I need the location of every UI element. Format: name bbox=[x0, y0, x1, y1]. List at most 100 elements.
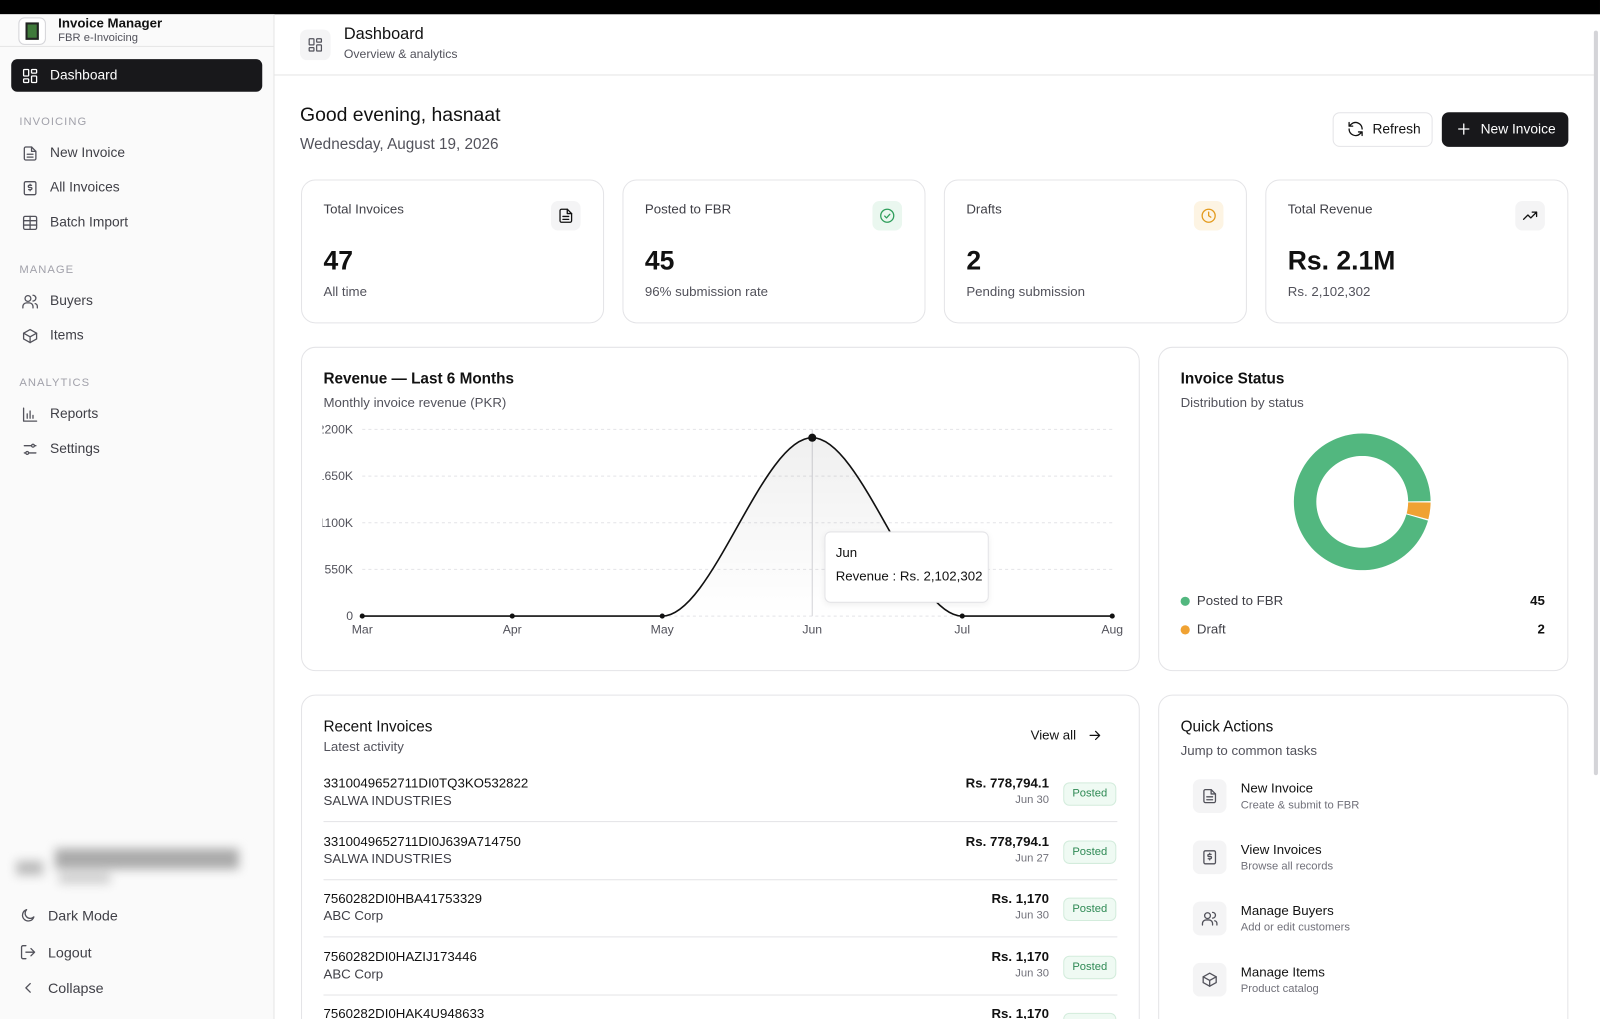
quick-item-subtitle: Product catalog bbox=[1240, 982, 1319, 995]
row-divider bbox=[323, 993, 1118, 996]
status-badge: Posted bbox=[1063, 955, 1117, 979]
invoice-buyer: SALWA INDUSTRIES bbox=[323, 850, 452, 866]
top-bar bbox=[0, 0, 1600, 15]
nav-icon bbox=[23, 146, 37, 161]
footer-item[interactable]: Dark Mode bbox=[47, 907, 118, 924]
quick-item-title: Manage Items bbox=[1240, 964, 1325, 980]
invoice-amount: Rs. 1,170 bbox=[991, 948, 1049, 964]
sidebar-divider bbox=[0, 45, 274, 47]
nav-item[interactable]: Buyers bbox=[49, 292, 93, 308]
app-subtitle: FBR e-Invoicing bbox=[58, 32, 139, 45]
stat-icon-box bbox=[1515, 200, 1545, 231]
header-icon bbox=[308, 38, 323, 52]
tooltip: Jun Revenue : Rs. 2,102,302 bbox=[824, 531, 989, 603]
stat-icon bbox=[880, 208, 895, 223]
scrollbar bbox=[1593, 30, 1598, 776]
header-divider bbox=[274, 74, 1596, 76]
invoice-buyer: SALWA INDUSTRIES bbox=[323, 792, 452, 809]
greeting-date: Wednesday, August 19, 2026 bbox=[299, 135, 499, 153]
invoice-buyer: ABC Corp bbox=[323, 908, 384, 924]
stat-value: 45 bbox=[644, 245, 675, 276]
invoice-id: 3310049652711DI0J639A714750 bbox=[323, 833, 521, 849]
footer-item[interactable]: Collapse bbox=[47, 979, 104, 997]
nav-item[interactable]: New Invoice bbox=[49, 144, 126, 161]
legend-dot bbox=[1180, 596, 1190, 606]
nav-icon bbox=[22, 407, 38, 422]
arrow-icon bbox=[1089, 730, 1101, 741]
logo-glyph bbox=[25, 22, 39, 40]
legend-label: Posted to FBR bbox=[1196, 592, 1284, 609]
footer-item[interactable]: Logout bbox=[47, 943, 92, 960]
quick-icon-box[interactable] bbox=[1192, 779, 1227, 813]
row-divider bbox=[323, 821, 1118, 823]
refresh-icon bbox=[1348, 121, 1363, 137]
nav-item[interactable]: Items bbox=[49, 327, 84, 343]
greeting: Good evening, hasnaat bbox=[299, 104, 501, 127]
nav-item[interactable]: Settings bbox=[49, 440, 100, 456]
stat-note: Rs. 2,102,302 bbox=[1287, 283, 1371, 300]
invoice-buyer: ABC Corp bbox=[323, 965, 384, 981]
page-title: Dashboard bbox=[343, 25, 424, 44]
quick-item-title: View Invoices bbox=[1240, 841, 1322, 858]
page-subtitle: Overview & analytics bbox=[343, 46, 458, 62]
quick-icon-box[interactable] bbox=[1192, 901, 1227, 936]
stat-note: Pending submission bbox=[966, 283, 1086, 300]
invoice-amount: Rs. 778,794.1 bbox=[965, 775, 1049, 791]
quick-icon bbox=[1203, 850, 1217, 865]
stat-label: Posted to FBR bbox=[644, 201, 732, 217]
invoice-date: Jun 30 bbox=[1015, 966, 1049, 980]
nav-item[interactable]: Reports bbox=[49, 405, 99, 422]
status-subtitle: Distribution by status bbox=[1180, 394, 1304, 411]
nav-active[interactable] bbox=[11, 59, 263, 92]
status-badge bbox=[1063, 1012, 1117, 1019]
invoice-id: 7560282DI0HAK4U948633 bbox=[323, 1005, 485, 1019]
legend-label: Draft bbox=[1196, 621, 1226, 637]
nav-icon bbox=[22, 215, 38, 231]
quick-item-subtitle: Browse all records bbox=[1240, 860, 1334, 873]
nav-item[interactable]: All Invoices bbox=[49, 179, 120, 195]
view-all[interactable]: View all bbox=[1030, 727, 1077, 743]
invoice-date: Jun 30 bbox=[1015, 909, 1049, 922]
stat-label: Total Revenue bbox=[1287, 201, 1373, 217]
invoice-date: Jun 30 bbox=[1015, 793, 1049, 807]
nav-icon bbox=[22, 294, 38, 309]
nav-icon bbox=[23, 443, 37, 456]
stat-value: Rs. 2.1M bbox=[1287, 245, 1396, 276]
footer-icon bbox=[20, 944, 36, 959]
quick-icon bbox=[1201, 911, 1218, 926]
footer-icon bbox=[21, 909, 35, 922]
nav-section-heading: ANALYTICS bbox=[19, 376, 91, 390]
invoice-id: 3310049652711DI0TQ3KO532822 bbox=[323, 775, 529, 791]
stat-icon bbox=[1201, 208, 1216, 223]
quick-icon bbox=[1202, 972, 1217, 987]
legend-value: 2 bbox=[1537, 621, 1545, 637]
quick-title: Quick Actions bbox=[1180, 718, 1274, 736]
app-name: Invoice Manager bbox=[58, 15, 163, 31]
nav-item-active: Dashboard bbox=[49, 67, 118, 83]
header-icon-box bbox=[299, 29, 331, 61]
quick-item-title: New Invoice bbox=[1240, 780, 1314, 796]
user-blurred bbox=[14, 845, 249, 890]
nav-section-heading: MANAGE bbox=[19, 263, 75, 276]
nav-icon bbox=[22, 328, 38, 344]
stat-value: 2 bbox=[966, 245, 982, 276]
stat-note: All time bbox=[323, 283, 367, 300]
recent-title: Recent Invoices bbox=[323, 718, 433, 736]
nav-item[interactable]: Batch Import bbox=[49, 214, 129, 230]
status-badge: Posted bbox=[1063, 839, 1117, 864]
quick-item-subtitle: Create & submit to FBR bbox=[1240, 799, 1360, 812]
quick-item-title: Manage Buyers bbox=[1240, 902, 1334, 919]
invoice-amount: Rs. 1,170 bbox=[991, 890, 1049, 906]
invoice-id: 7560282DI0HAZIJ173446 bbox=[323, 948, 477, 964]
stat-icon-box bbox=[551, 200, 581, 231]
logo bbox=[18, 17, 46, 45]
status-badge: Posted bbox=[1063, 782, 1117, 806]
stat-note: 96% submission rate bbox=[644, 283, 769, 300]
quick-icon bbox=[1203, 788, 1217, 804]
nav-icon bbox=[23, 181, 37, 196]
quick-icon-box[interactable] bbox=[1192, 840, 1227, 875]
footer-icon bbox=[25, 982, 31, 993]
